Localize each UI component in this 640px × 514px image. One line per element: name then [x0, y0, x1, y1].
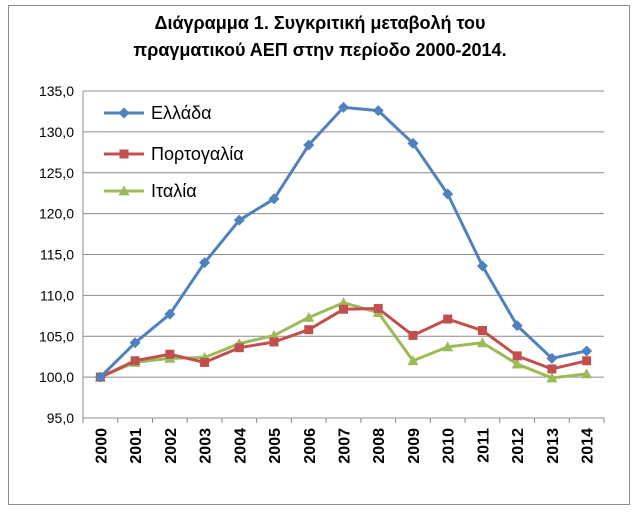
x-tick-label: 2001	[128, 428, 145, 464]
x-tick-label: 2009	[406, 428, 423, 464]
y-tick-label: 125,0	[39, 165, 74, 181]
series-1-point	[373, 303, 383, 313]
series-2-point	[407, 355, 419, 366]
series-0-point	[407, 137, 419, 149]
series-1-point	[339, 304, 348, 314]
x-tick-label: 2013	[545, 428, 562, 464]
legend-swatch-marker	[118, 107, 130, 119]
series-0-point	[268, 193, 280, 205]
series-1-point	[165, 349, 175, 359]
x-tick-label: 2006	[302, 428, 319, 464]
series-2-point	[303, 311, 315, 322]
legend-label: Πορτογαλία	[151, 144, 244, 164]
series-2-point	[581, 368, 593, 379]
series-0-point	[581, 345, 593, 357]
y-tick-label: 130,0	[39, 124, 74, 140]
series-0-point	[442, 188, 454, 200]
series-0-point	[546, 352, 558, 364]
series-1-point	[304, 325, 314, 335]
series-1-point	[130, 356, 140, 366]
series-1-point	[582, 356, 592, 366]
series-0-point	[199, 257, 211, 269]
x-tick-label: 2014	[580, 428, 597, 464]
x-tick-label: 2007	[337, 428, 354, 464]
x-tick-label: 2004	[232, 428, 249, 464]
series-0-point	[94, 371, 106, 383]
y-tick-label: 115,0	[40, 247, 74, 263]
series-1-point	[234, 343, 244, 353]
legend-swatch-marker	[119, 149, 129, 159]
series-1-point	[408, 330, 418, 340]
series-2-point	[442, 341, 454, 352]
legend-swatch-marker	[118, 185, 130, 196]
series-0-point	[511, 320, 523, 332]
x-tick-label: 2008	[371, 428, 388, 464]
series-0-point	[476, 260, 488, 272]
y-tick-label: 110,0	[40, 287, 74, 303]
series-2-point	[511, 358, 523, 369]
y-tick-label: 95,0	[47, 410, 74, 426]
series-2-point	[268, 329, 280, 340]
series-1-point	[200, 357, 210, 367]
series-0-point	[129, 337, 141, 349]
legend-label: Ιταλία	[151, 181, 197, 201]
series-1-point	[269, 337, 279, 347]
series-0-point	[338, 101, 349, 113]
x-tick-label: 2005	[267, 428, 284, 464]
y-tick-label: 120,0	[39, 206, 74, 222]
series-2-point	[476, 337, 488, 348]
series-0-point	[303, 139, 315, 151]
x-tick-label: 2002	[163, 428, 180, 464]
y-tick-label: 105,0	[39, 328, 74, 344]
series-1-point	[477, 326, 487, 336]
x-tick-label: 2003	[198, 428, 215, 464]
x-tick-label: 2012	[510, 428, 527, 464]
y-tick-label: 135,0	[39, 83, 74, 99]
series-0-point	[233, 214, 245, 226]
y-tick-label: 100,0	[39, 369, 74, 385]
x-tick-label: 2011	[475, 428, 492, 463]
series-0-point	[372, 105, 384, 117]
chart-title-line-1: Διάγραμμα 1. Συγκριτική μεταβολή του	[154, 13, 486, 33]
series-1-point	[512, 351, 522, 361]
chart-title-line-2: πραγματικού ΑΕΠ στην περίοδο 2000-2014.	[133, 40, 507, 60]
series-1-point	[547, 364, 557, 374]
x-tick-label: 2000	[93, 428, 110, 464]
x-tick-label: 2010	[441, 428, 458, 464]
series-2-point	[546, 372, 558, 383]
series-2-point	[338, 297, 349, 308]
series-1-point	[443, 314, 453, 324]
series-0-point	[164, 308, 176, 320]
legend-label: Ελλάδα	[151, 103, 212, 123]
